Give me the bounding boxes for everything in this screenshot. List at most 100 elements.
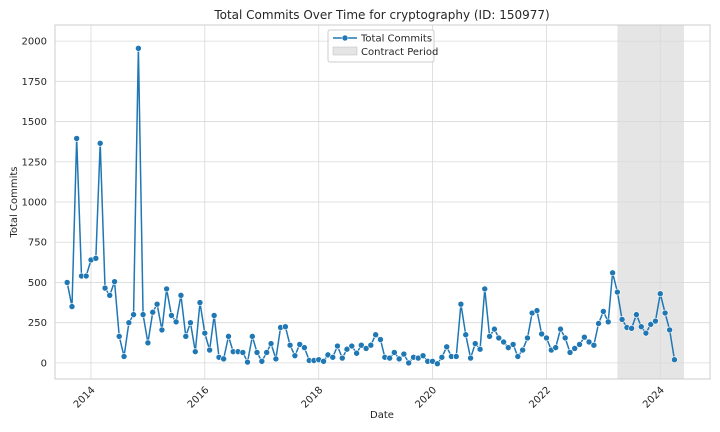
data-point (509, 341, 517, 348)
data-point (585, 338, 593, 346)
data-point (253, 349, 261, 356)
data-point (182, 333, 190, 340)
data-point (604, 318, 612, 326)
data-point (467, 354, 474, 362)
data-point (343, 345, 351, 353)
data-point (144, 339, 152, 347)
data-point (348, 342, 356, 350)
data-point (296, 341, 304, 348)
y-tick-label: 1000 (22, 198, 47, 209)
data-point (519, 346, 526, 354)
data-point (258, 357, 266, 365)
x-tick-labels: 2014 2016 2018 2020 2022 2024 (72, 385, 667, 411)
data-point (557, 325, 564, 333)
data-point (187, 319, 194, 326)
data-point (438, 353, 446, 361)
x-axis-label: Date (370, 410, 394, 421)
y-tick-label: 0 (41, 358, 47, 369)
legend-label-total-commits: Total Commits (360, 34, 432, 45)
data-point (457, 300, 465, 308)
data-point (353, 349, 360, 357)
data-point (244, 358, 251, 366)
data-point (201, 329, 209, 337)
data-point (372, 331, 379, 339)
data-point (130, 311, 137, 318)
data-point (120, 353, 128, 360)
data-point (106, 292, 114, 299)
data-point (115, 333, 123, 340)
data-point (471, 340, 479, 347)
data-point (125, 319, 133, 326)
data-point (334, 342, 341, 350)
data-point (386, 354, 393, 362)
data-point (443, 343, 451, 351)
x-tick-label: 2018 (300, 385, 326, 411)
grid-lines (55, 25, 710, 379)
plot-frame (54, 24, 711, 380)
data-point (82, 272, 90, 280)
data-point (367, 341, 375, 349)
data-point (377, 336, 384, 343)
data-point (92, 255, 100, 262)
data-point (504, 344, 512, 351)
x-tick-label: 2016 (186, 385, 212, 411)
legend: Total Commits Contract Period (327, 29, 438, 63)
data-point (111, 278, 118, 285)
data-point (206, 346, 213, 354)
data-point (552, 344, 559, 351)
data-point (282, 323, 289, 331)
data-point (476, 345, 484, 353)
data-point (177, 292, 185, 299)
data-point (101, 284, 109, 292)
data-point (419, 352, 427, 359)
data-point (614, 288, 621, 296)
data-point (481, 285, 489, 293)
data-point (514, 353, 522, 360)
legend-patch-swatch (332, 46, 358, 56)
data-point (263, 349, 270, 356)
data-point (210, 312, 218, 319)
data-point (533, 307, 541, 314)
y-tick-label: 250 (28, 318, 47, 329)
data-point (652, 317, 659, 325)
legend-marker-swatch (341, 34, 349, 42)
data-point (462, 331, 470, 339)
series-points (63, 45, 678, 368)
x-tick-label: 2024 (641, 385, 667, 411)
y-tick-labels: 0 250 500 750 1000 1250 1500 1750 2000 (22, 37, 47, 370)
data-point (434, 360, 441, 368)
data-point (63, 279, 71, 286)
x-tick-label: 2022 (527, 385, 553, 411)
data-point (139, 311, 147, 318)
data-point (538, 330, 545, 338)
data-point (301, 344, 308, 351)
data-point (543, 334, 550, 342)
data-point (338, 354, 346, 362)
data-point (135, 45, 142, 52)
data-point (495, 334, 503, 342)
data-point (647, 320, 655, 328)
data-point (68, 303, 76, 310)
data-point (590, 341, 598, 349)
y-tick-label: 2000 (22, 37, 47, 48)
data-point (452, 353, 460, 360)
data-point (666, 326, 673, 334)
data-point (671, 356, 678, 363)
data-point (272, 355, 280, 363)
y-axis-label: Total Commits (9, 166, 20, 238)
y-tick-label: 500 (28, 278, 47, 289)
data-point (286, 341, 294, 349)
data-point (576, 341, 583, 348)
y-tick-label: 1750 (22, 77, 47, 88)
data-point (395, 355, 403, 363)
legend-label-contract-period: Contract Period (361, 47, 438, 58)
data-point (291, 352, 299, 359)
data-point (168, 312, 175, 319)
data-point (566, 349, 574, 356)
data-point (405, 359, 412, 367)
data-point (239, 349, 247, 356)
data-point (618, 316, 626, 323)
data-point (486, 333, 493, 340)
data-point (524, 334, 531, 342)
